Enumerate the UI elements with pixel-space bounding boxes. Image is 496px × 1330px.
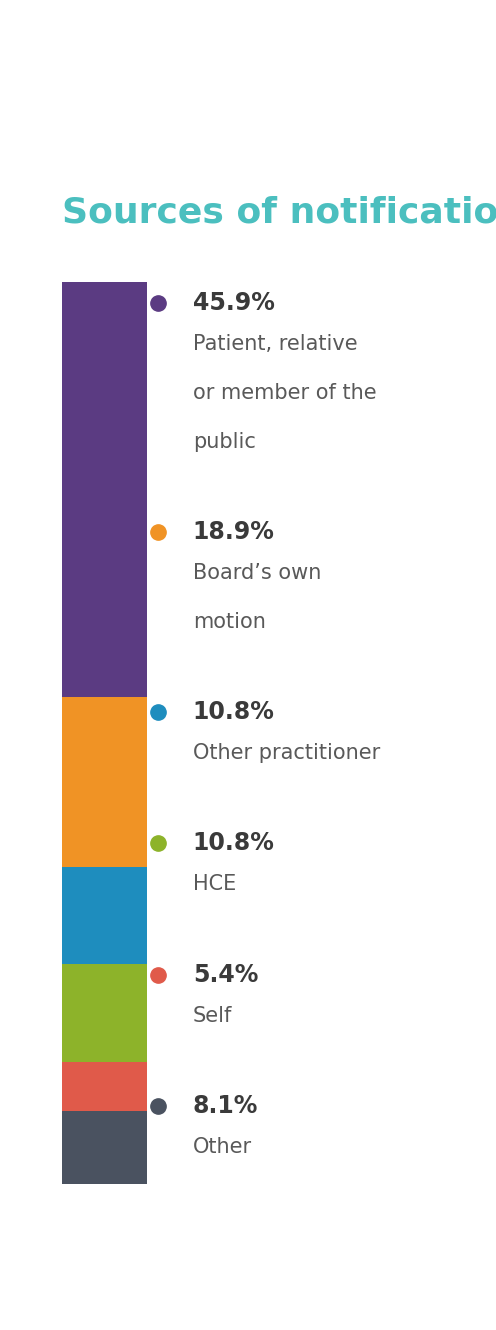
Text: Patient, relative: Patient, relative	[193, 334, 357, 354]
Bar	[62, 1061, 147, 1111]
Bar	[62, 697, 147, 867]
Text: 18.9%: 18.9%	[193, 520, 275, 544]
Text: or member of the: or member of the	[193, 383, 376, 403]
Text: Other practitioner: Other practitioner	[193, 743, 380, 763]
Bar	[62, 964, 147, 1061]
Bar	[62, 867, 147, 964]
Text: 45.9%: 45.9%	[193, 291, 275, 315]
Text: 10.8%: 10.8%	[193, 831, 275, 855]
Text: 8.1%: 8.1%	[193, 1093, 258, 1117]
Text: motion: motion	[193, 612, 265, 632]
Text: public: public	[193, 432, 255, 452]
Text: Board’s own: Board’s own	[193, 563, 321, 583]
Text: Other: Other	[193, 1137, 252, 1157]
Text: HCE: HCE	[193, 874, 236, 894]
Text: Self: Self	[193, 1005, 232, 1025]
Bar	[62, 1111, 147, 1184]
Text: Sources of notifications: Sources of notifications	[62, 196, 496, 230]
Text: 5.4%: 5.4%	[193, 963, 258, 987]
Bar	[62, 282, 147, 697]
Text: 10.8%: 10.8%	[193, 701, 275, 725]
